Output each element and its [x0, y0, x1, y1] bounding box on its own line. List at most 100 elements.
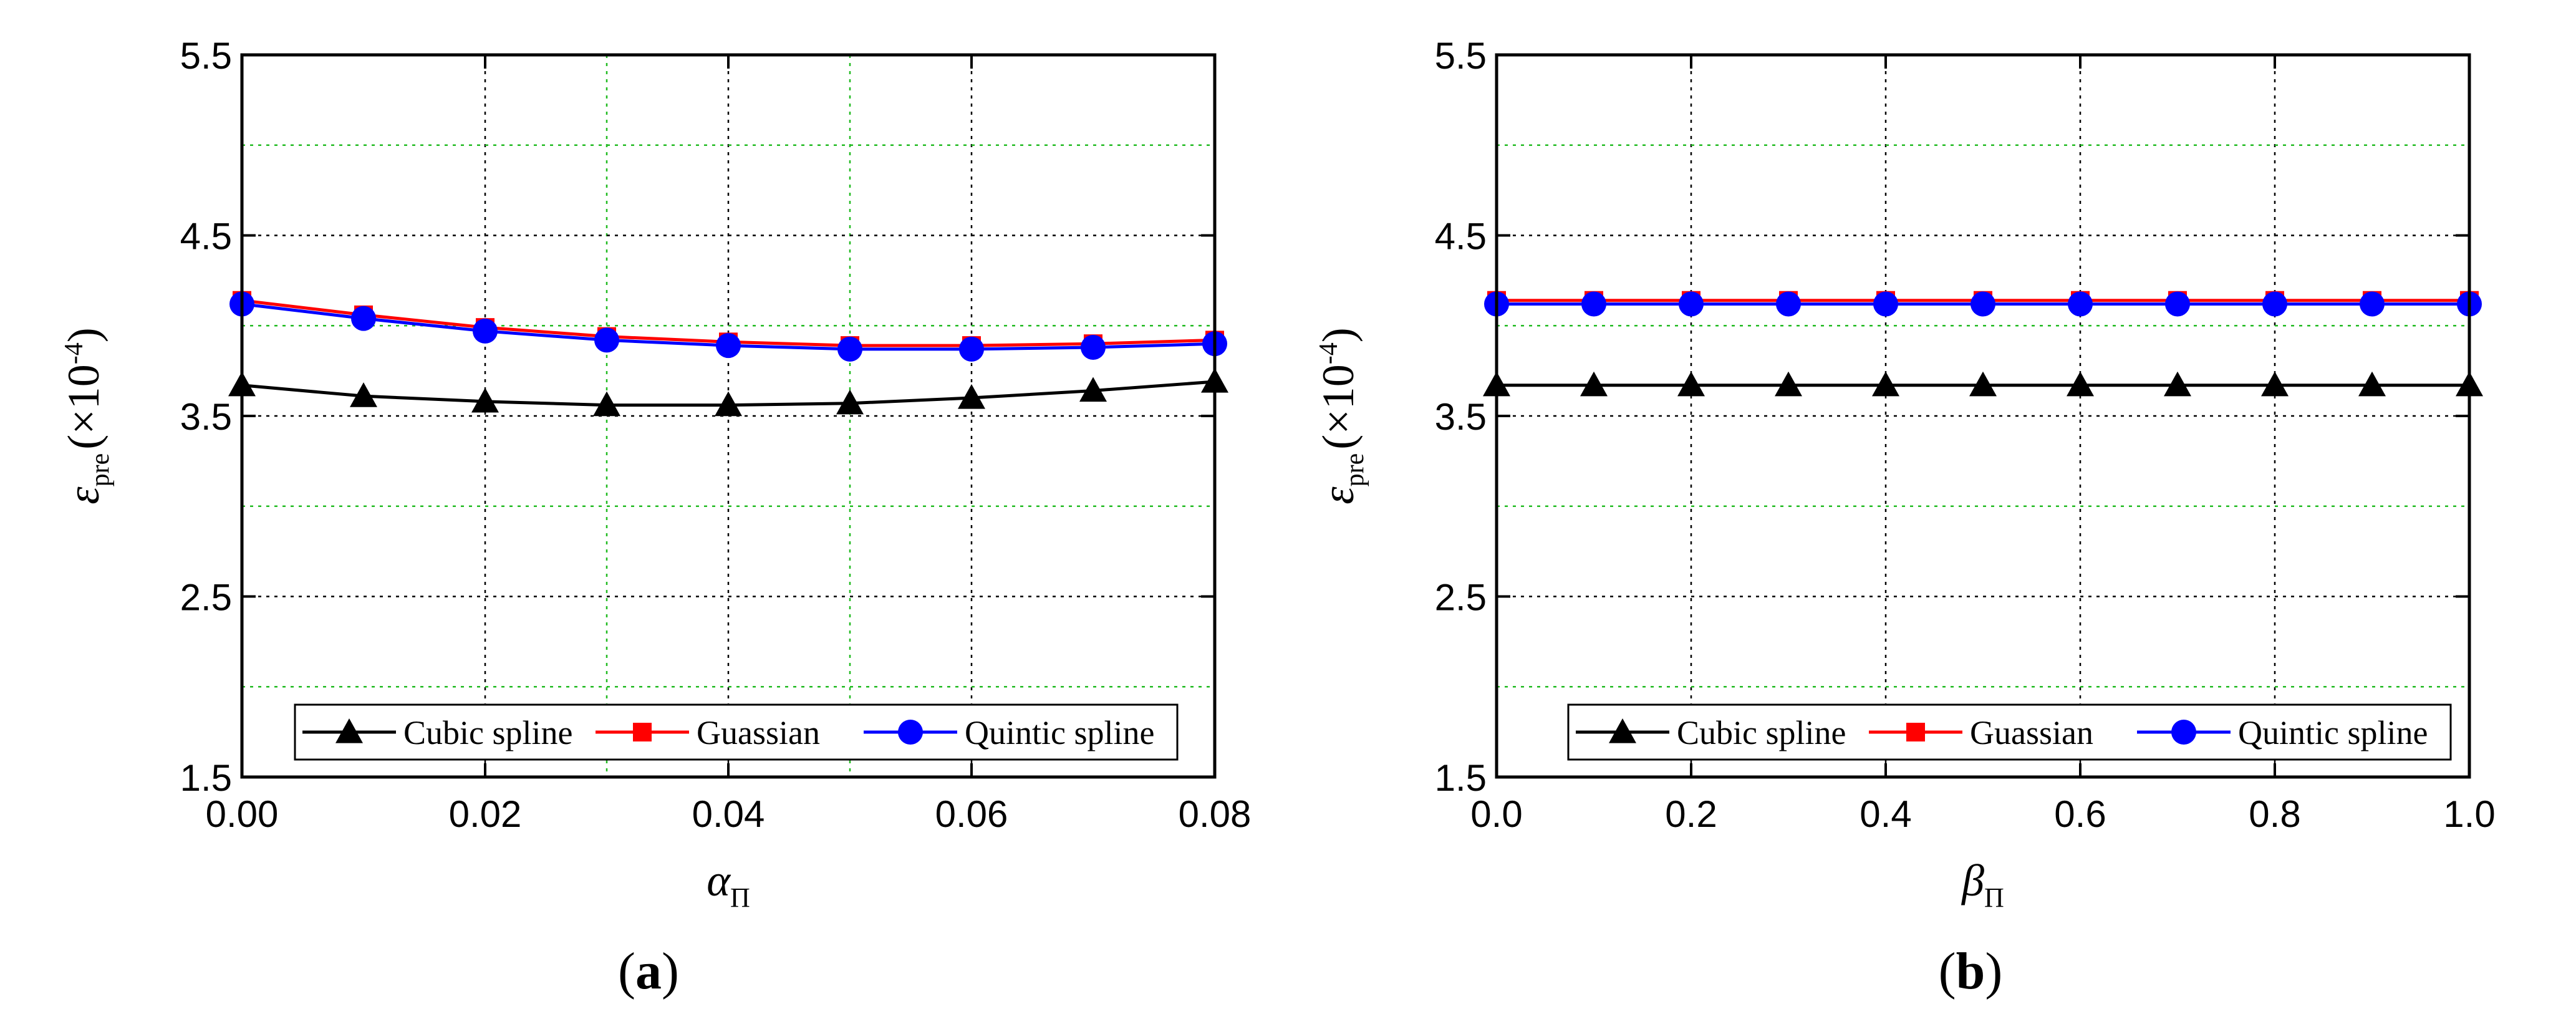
- series-cubic-spline: [1483, 371, 2483, 397]
- x-axis-subscript: Π: [1984, 882, 2004, 913]
- data-point: [2067, 371, 2094, 397]
- legend-label: Quintic spline: [965, 714, 1154, 751]
- y-axis-exponent: -4: [60, 342, 89, 364]
- y-axis-symbol: ε: [1313, 486, 1363, 504]
- x-tick-label: 1.0: [2443, 793, 2495, 835]
- data-point: [836, 389, 864, 415]
- y-tick-label: 1.5: [180, 757, 232, 799]
- y-axis-label: εpre (×10-4): [59, 327, 115, 504]
- data-point: [1872, 371, 1899, 397]
- chart-panel-a: 0.00 0.02 0.04 0.06 0.081.52.53.54.55.5αΠεpr…: [59, 35, 1251, 1000]
- data-point: [2358, 371, 2386, 397]
- y-axis-label: εpre (×10-4): [1313, 327, 1369, 504]
- x-tick-label: 0.00: [206, 793, 279, 835]
- y-axis-subscript: pre: [86, 453, 115, 487]
- data-point: [959, 336, 984, 362]
- data-point: [837, 336, 862, 362]
- x-tick-label: 0.8: [2249, 793, 2300, 835]
- y-tick-label: 2.5: [180, 577, 232, 619]
- legend: Cubic spline Guassian Quintic spline: [294, 703, 1179, 761]
- data-point: [1081, 334, 1106, 360]
- y-tick-label: 4.5: [1435, 216, 1487, 258]
- chart-panel-b: 0.0 0.2 0.4 0.6 0.8 1.01.52.53.54.55.5βΠεpre(…: [1313, 35, 2496, 1000]
- data-point: [1679, 291, 1704, 317]
- panel-caption: (a): [618, 942, 679, 1000]
- data-point: [594, 327, 619, 353]
- x-axis-label: αΠ: [707, 856, 750, 913]
- data-point: [2165, 291, 2190, 317]
- data-point: [2360, 291, 2385, 317]
- data-point: [1971, 291, 1995, 317]
- legend-marker: [1609, 718, 1636, 743]
- data-point: [958, 384, 985, 409]
- x-tick-label: 0.08: [1179, 793, 1252, 835]
- data-point: [1873, 291, 1898, 317]
- y-tick-label: 4.5: [180, 216, 232, 258]
- data-point: [715, 391, 742, 417]
- x-tick-label: 0.6: [2054, 793, 2106, 835]
- data-point: [350, 382, 377, 407]
- data-point: [1969, 371, 1997, 397]
- y-axis-exponent: -4: [1315, 342, 1343, 364]
- data-point: [1775, 371, 1802, 397]
- x-axis-symbol: β: [1961, 856, 1984, 905]
- x-axis-symbol: α: [707, 856, 731, 905]
- data-point: [1580, 371, 1608, 397]
- y-tick-label: 1.5: [1435, 757, 1487, 799]
- legend-box: [294, 703, 1179, 761]
- data-point: [593, 391, 620, 417]
- data-point: [351, 306, 376, 331]
- legend-marker: [2171, 720, 2196, 745]
- y-tick-label: 5.5: [180, 35, 232, 77]
- y-tick-label: 5.5: [1435, 35, 1487, 77]
- legend-label: Cubic spline: [1677, 714, 1846, 751]
- caption-letter: a: [635, 942, 662, 1000]
- y-axis-subscript: pre: [1341, 453, 1369, 487]
- legend-marker: [898, 720, 923, 745]
- y-tick-label: 3.5: [180, 396, 232, 438]
- legend-label: Cubic spline: [403, 714, 572, 751]
- y-axis-unit: (×10: [59, 364, 109, 450]
- data-point: [2261, 371, 2289, 397]
- caption-paren: (: [1939, 942, 1956, 1000]
- caption-paren: ): [1985, 942, 2002, 1000]
- x-axis-subscript: Π: [730, 882, 750, 913]
- y-tick-label: 2.5: [1435, 577, 1487, 619]
- caption-letter: b: [1956, 942, 1985, 1000]
- series-quintic-spline: [1484, 291, 2482, 317]
- legend-marker: [335, 718, 363, 743]
- legend-box: [1567, 703, 2452, 761]
- y-axis-symbol: ε: [59, 486, 109, 504]
- caption-paren: (: [618, 942, 635, 1000]
- data-point: [1677, 371, 1705, 397]
- legend-label: Guassian: [697, 714, 820, 751]
- panel-caption: (b): [1939, 942, 2003, 1000]
- data-point: [471, 387, 499, 413]
- x-tick-label: 0.02: [449, 793, 522, 835]
- data-point: [2262, 291, 2287, 317]
- x-tick-label: 0.2: [1665, 793, 1717, 835]
- legend-marker: [1906, 723, 1925, 741]
- data-point: [1581, 291, 1606, 317]
- legend-label: Guassian: [1970, 714, 2093, 751]
- data-point: [473, 318, 498, 344]
- x-tick-label: 0.4: [1860, 793, 1911, 835]
- y-axis-unit: (×10: [1313, 364, 1363, 450]
- legend-label: Quintic spline: [2238, 714, 2428, 751]
- x-tick-label: 0.0: [1470, 793, 1522, 835]
- data-point: [1776, 291, 1801, 317]
- y-tick-label: 3.5: [1435, 396, 1487, 438]
- x-tick-label: 0.04: [692, 793, 765, 835]
- grid: [1497, 55, 2469, 777]
- x-axis-label: βΠ: [1961, 856, 2004, 913]
- data-point: [1079, 377, 1107, 402]
- data-point: [2164, 371, 2191, 397]
- data-point: [716, 333, 741, 359]
- data-point: [2068, 291, 2093, 317]
- legend-marker: [633, 723, 652, 741]
- x-tick-label: 0.06: [935, 793, 1008, 835]
- series-cubic-spline: [228, 367, 1228, 417]
- y-axis-close: ): [1313, 327, 1363, 342]
- caption-paren: ): [662, 942, 679, 1000]
